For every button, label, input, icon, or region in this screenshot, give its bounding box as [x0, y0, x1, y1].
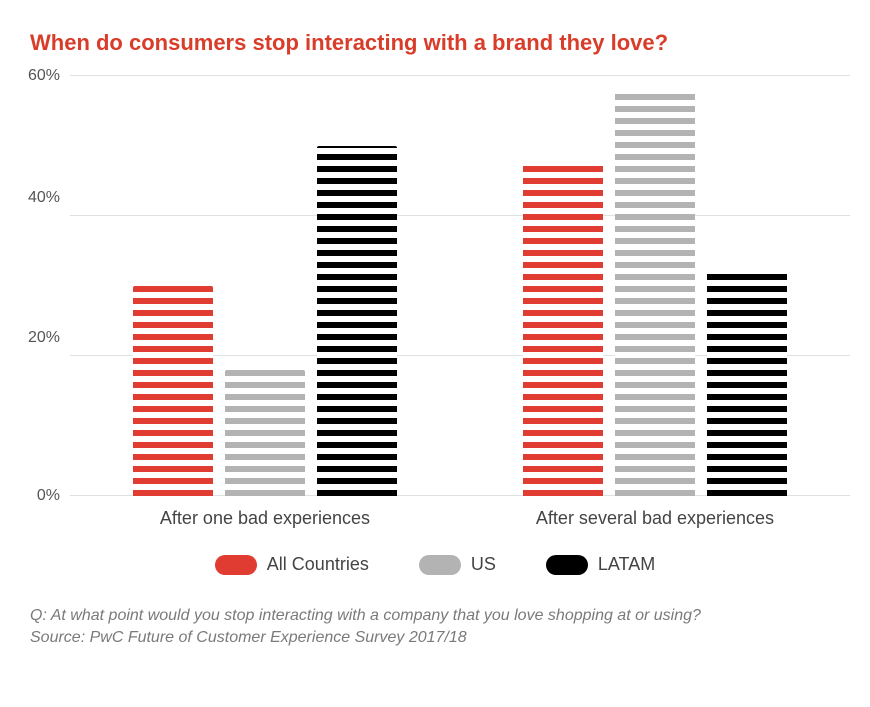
bar-us [615, 90, 695, 496]
legend-item-1: US [419, 554, 496, 575]
bar-us [225, 370, 305, 496]
legend-swatch-icon [419, 555, 461, 575]
legend-label: LATAM [598, 554, 655, 575]
y-tick-3: 60% [28, 67, 60, 85]
bar-all-countries [523, 160, 603, 496]
x-axis-labels: After one bad experiences After several … [70, 508, 850, 529]
bar-latam [317, 146, 397, 496]
bar-all-countries [133, 286, 213, 496]
chart-title: When do consumers stop interacting with … [30, 30, 840, 56]
bar-latam [707, 272, 787, 496]
y-tick-1: 20% [28, 329, 60, 347]
chart-footer: Q: At what point would you stop interact… [30, 605, 840, 650]
x-label-1: After several bad experiences [460, 508, 850, 529]
chart-container: When do consumers stop interacting with … [0, 0, 870, 707]
plot-area: 0% 20% 40% 60% [70, 76, 850, 496]
legend-swatch-icon [546, 555, 588, 575]
legend-label: US [471, 554, 496, 575]
footer-question: Q: At what point would you stop interact… [30, 605, 840, 627]
legend: All Countries US LATAM [30, 554, 840, 575]
x-label-0: After one bad experiences [70, 508, 460, 529]
y-tick-0: 0% [37, 487, 60, 505]
footer-source: Source: PwC Future of Customer Experienc… [30, 627, 840, 649]
bar-group-1 [460, 76, 850, 496]
legend-swatch-icon [215, 555, 257, 575]
bars-container [70, 76, 850, 496]
y-tick-2: 40% [28, 189, 60, 207]
bar-group-0 [70, 76, 460, 496]
legend-item-2: LATAM [546, 554, 655, 575]
y-axis: 0% 20% 40% 60% [30, 76, 70, 496]
legend-label: All Countries [267, 554, 369, 575]
legend-item-0: All Countries [215, 554, 369, 575]
